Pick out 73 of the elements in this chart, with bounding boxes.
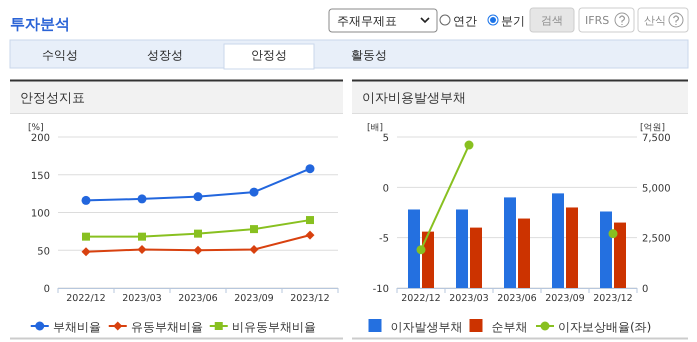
x-tick-label: 2023/06 [497, 293, 537, 304]
legend-label: 이자보상배율(좌) [558, 320, 652, 334]
legend-label: 순부채 [492, 320, 528, 334]
text: 산식 [644, 14, 666, 27]
y-tick-label: 0 [44, 284, 50, 295]
x-tick-label: 2023/03 [122, 293, 162, 304]
point [250, 225, 258, 234]
y-axis-title: [%] [28, 123, 44, 133]
y-tick-label: 100 [30, 208, 50, 220]
y-tick-label: -10 [372, 284, 389, 295]
point [82, 196, 90, 205]
y-axis-title: [배] [367, 123, 384, 133]
point [194, 246, 202, 255]
bar [614, 222, 626, 288]
point [306, 230, 314, 240]
point [250, 188, 258, 197]
point [138, 232, 146, 241]
y-tick-label: 0 [382, 183, 389, 194]
legend-label: 비유동부채비율 [232, 320, 316, 334]
point [138, 244, 146, 254]
text: IFRS [585, 14, 610, 27]
point [416, 245, 426, 254]
text: 주재무제표 [337, 14, 397, 28]
point [464, 140, 474, 150]
point [194, 192, 202, 202]
legend-label: 부채비율 [52, 320, 101, 334]
legend-label: 유동부채비율 [130, 320, 203, 334]
bar [422, 232, 434, 288]
point [82, 247, 90, 256]
x-tick-label: 2023/12 [593, 293, 633, 304]
text: 활동성 [351, 48, 387, 62]
chart-title: 이자비용발생부채 [362, 91, 466, 106]
y-tick-label: -5 [379, 234, 389, 245]
bar [566, 207, 578, 288]
y2-tick-label: 2,500 [642, 234, 671, 245]
text: 검색 [541, 14, 563, 27]
point [306, 164, 314, 174]
point [194, 230, 202, 238]
x-tick-label: 2023/03 [449, 293, 489, 304]
x-tick-label: 2022/12 [66, 293, 106, 304]
point [306, 216, 314, 224]
bar [504, 197, 516, 288]
text: 성장성 [147, 48, 183, 62]
y2-tick-label: 5,000 [642, 183, 671, 194]
x-tick-label: 2022/12 [401, 293, 441, 304]
bar [470, 228, 482, 288]
x-tick-label: 2023/12 [290, 293, 330, 304]
x-tick-label: 2023/09 [545, 293, 585, 304]
text: 투자분석 [10, 15, 70, 33]
bar [552, 193, 564, 288]
point [82, 232, 90, 241]
bar [518, 218, 530, 288]
text: 안정성 [251, 48, 287, 62]
y2-tick-label: 0 [642, 284, 648, 295]
bar [408, 209, 420, 288]
y-tick-label: 200 [30, 133, 50, 144]
x-tick-label: 2023/09 [234, 293, 274, 304]
legend-label: 이자발생부채 [390, 320, 462, 334]
y2-axis-title: [억원] [640, 123, 666, 133]
text: 분기 [501, 14, 525, 28]
y-tick-label: 150 [30, 170, 50, 182]
bar [456, 209, 468, 288]
point [608, 229, 618, 238]
text: 수익성 [42, 48, 78, 62]
text: 연간 [453, 14, 477, 28]
chart-title: 안정성지표 [20, 91, 85, 106]
x-tick-label: 2023/06 [178, 293, 218, 304]
y2-tick-label: 7,500 [642, 133, 671, 144]
y-tick-label: 50 [37, 246, 50, 258]
bar [600, 211, 612, 288]
point [138, 194, 146, 204]
point [250, 244, 258, 254]
y-tick-label: 5 [382, 133, 389, 144]
